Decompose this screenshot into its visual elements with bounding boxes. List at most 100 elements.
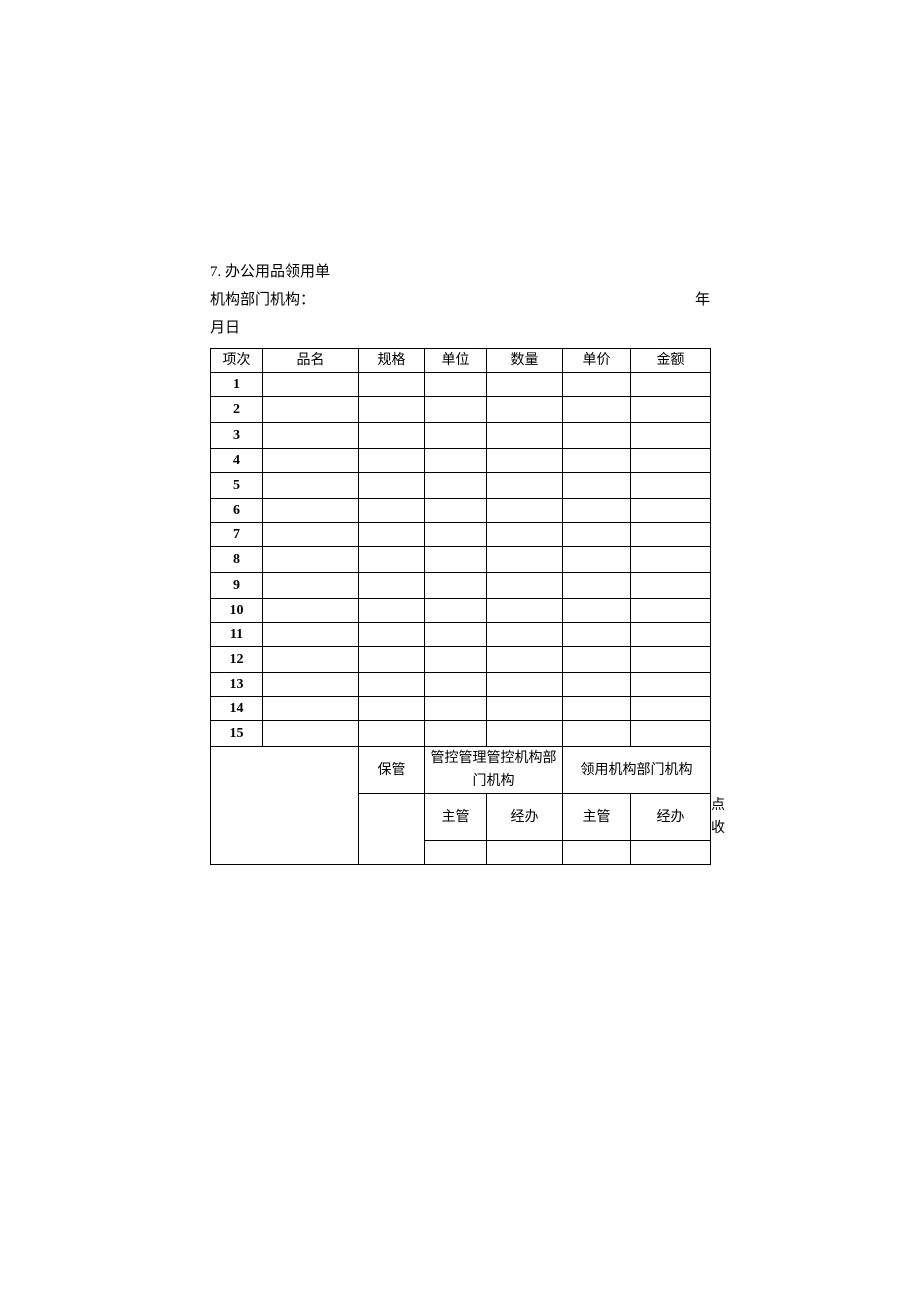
footer-blank-cell (425, 841, 487, 865)
cell (487, 373, 563, 397)
org-and-year-line: 机构部门机构： 年 (210, 288, 710, 312)
cell (563, 647, 631, 673)
row-no: 4 (211, 449, 263, 473)
cell (631, 523, 711, 547)
cell (425, 423, 487, 449)
cell (631, 499, 711, 523)
cell (487, 599, 563, 623)
footer-supervisor-2: 主管 (563, 794, 631, 841)
footer-storage-blank (359, 794, 425, 865)
cell (263, 647, 359, 673)
cell (263, 721, 359, 747)
org-label: 机构部门机构： (210, 288, 315, 312)
cell (425, 697, 487, 721)
row-no: 15 (211, 721, 263, 747)
cell (563, 499, 631, 523)
table-row: 8 (211, 547, 711, 573)
table-row: 5 (211, 473, 711, 499)
cell (263, 599, 359, 623)
footer-control-dept: 管控管理管控机构部门机构 (425, 747, 563, 794)
cell (425, 547, 487, 573)
cell (631, 573, 711, 599)
cell (487, 547, 563, 573)
cell (487, 449, 563, 473)
cell (425, 721, 487, 747)
title-number: 7. (210, 264, 221, 280)
cell (263, 449, 359, 473)
row-no: 6 (211, 499, 263, 523)
cell (263, 373, 359, 397)
cell (487, 647, 563, 673)
row-no: 5 (211, 473, 263, 499)
cell (425, 599, 487, 623)
row-no: 8 (211, 547, 263, 573)
form-title: 7. 办公用品领用单 (210, 260, 710, 284)
table-row: 9 (211, 573, 711, 599)
document-page: 7. 办公用品领用单 机构部门机构： 年 月日 项次 品名 规格 单位 数量 单… (0, 0, 920, 865)
cell (487, 523, 563, 547)
cell (359, 523, 425, 547)
footer-blank-cell (487, 841, 563, 865)
col-name: 品名 (263, 349, 359, 373)
cell (359, 647, 425, 673)
cell (563, 573, 631, 599)
cell (425, 397, 487, 423)
cell (631, 697, 711, 721)
month-day-line: 月日 (210, 316, 710, 340)
row-no: 12 (211, 647, 263, 673)
footer-blank-merge (211, 747, 359, 865)
cell (263, 697, 359, 721)
cell (425, 673, 487, 697)
footer-handler-1: 经办 (487, 794, 563, 841)
cell (563, 599, 631, 623)
cell (487, 623, 563, 647)
row-no: 13 (211, 673, 263, 697)
table-row: 1 (211, 373, 711, 397)
row-no: 10 (211, 599, 263, 623)
cell (263, 673, 359, 697)
cell (563, 547, 631, 573)
table-footer: 保管 管控管理管控机构部门机构 领用机构部门机构 主管 经办 主管 经办 点收 (211, 747, 711, 865)
cell (359, 499, 425, 523)
cell (263, 397, 359, 423)
cell (263, 499, 359, 523)
row-no: 11 (211, 623, 263, 647)
table-row: 15 (211, 721, 711, 747)
cell (487, 499, 563, 523)
row-no: 7 (211, 523, 263, 547)
cell (563, 623, 631, 647)
col-item-no: 项次 (211, 349, 263, 373)
cell (425, 573, 487, 599)
footer-handler-2: 经办 (631, 794, 711, 841)
table-row: 14 (211, 697, 711, 721)
cell (359, 397, 425, 423)
cell (359, 697, 425, 721)
footer-supervisor-1: 主管 (425, 794, 487, 841)
cell (487, 423, 563, 449)
title-text: 办公用品领用单 (225, 264, 330, 280)
cell (631, 647, 711, 673)
col-unit: 单位 (425, 349, 487, 373)
col-amount: 金额 (631, 349, 711, 373)
cell (563, 673, 631, 697)
cell (563, 523, 631, 547)
cell (263, 547, 359, 573)
row-no: 3 (211, 423, 263, 449)
cell (263, 573, 359, 599)
cell (487, 673, 563, 697)
cell (631, 599, 711, 623)
cell (563, 449, 631, 473)
col-qty: 数量 (487, 349, 563, 373)
cell (359, 573, 425, 599)
cell (263, 623, 359, 647)
footer-receive-dept: 领用机构部门机构 (563, 747, 711, 794)
row-no: 2 (211, 397, 263, 423)
cell (563, 697, 631, 721)
cell (425, 647, 487, 673)
table-row: 3 (211, 423, 711, 449)
row-no: 1 (211, 373, 263, 397)
year-label: 年 (695, 288, 710, 312)
requisition-table: 项次 品名 规格 单位 数量 单价 金额 1 2 3 4 5 6 7 8 9 1… (210, 348, 711, 865)
cell (563, 423, 631, 449)
row-no: 9 (211, 573, 263, 599)
